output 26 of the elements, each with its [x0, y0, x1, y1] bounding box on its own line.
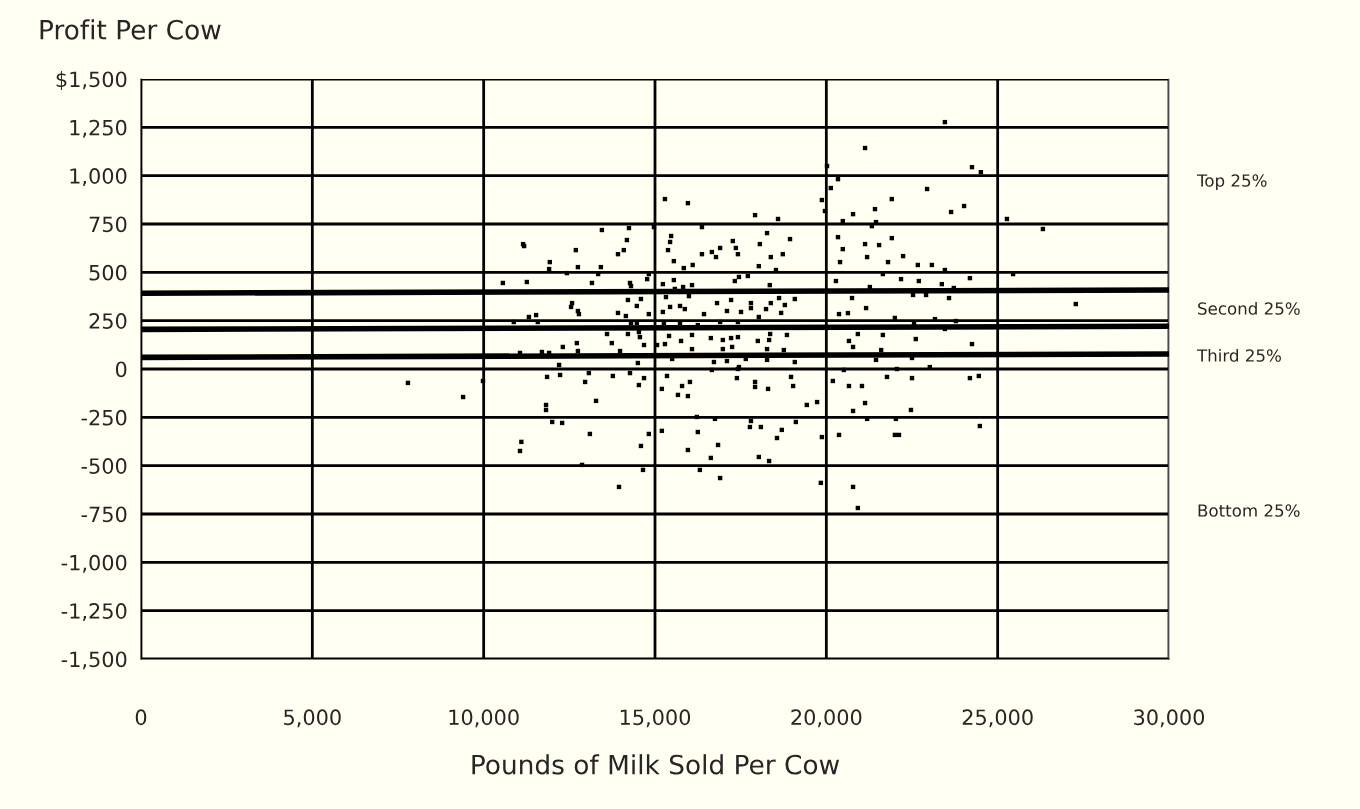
x-tick-label: 30,000: [1134, 709, 1205, 728]
y-tick-label: 0: [115, 361, 127, 378]
text: Bottom 25%: [1198, 504, 1300, 517]
y-tick-label: 250: [89, 313, 127, 329]
chart-title: Profit Per Cow: [40, 19, 221, 40]
y-tick-label: 750: [89, 216, 127, 233]
x-tick-label: 25,000: [962, 709, 1033, 728]
y-tick-label: -1,500: [61, 651, 127, 670]
text: Top 25%: [1196, 174, 1267, 191]
x-tick-label: 0: [135, 709, 147, 726]
x-tick-label: 20,000: [791, 709, 862, 728]
y-tick-label: -500: [81, 458, 127, 474]
x-tick-label: 15,000: [620, 709, 691, 728]
text: Third 25%: [1196, 348, 1281, 362]
y-tick-label: $1,500: [56, 71, 127, 90]
y-tick-label: 1,250: [70, 119, 127, 138]
y-tick-label: -1,250: [61, 603, 127, 621]
y-tick-label: 1,000: [70, 168, 127, 186]
y-tick-label: -1,000: [61, 554, 127, 573]
y-tick-label: 500: [89, 264, 127, 281]
x-tick-label: 10,000: [449, 709, 519, 728]
x-axis-title: Pounds of Milk Sold Per Cow: [472, 754, 840, 775]
x-tick-label: 5,000: [284, 709, 341, 728]
y-tick-label: -750: [81, 506, 127, 523]
y-tick-label: -250: [81, 409, 127, 426]
text: Second 25%: [1198, 301, 1300, 315]
